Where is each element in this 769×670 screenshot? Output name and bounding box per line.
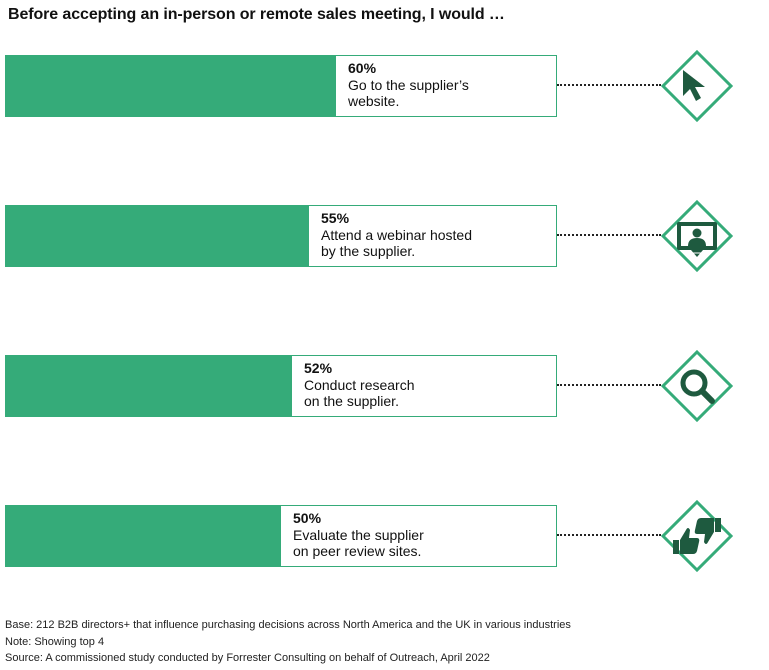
data-label: 60%: [348, 60, 377, 76]
chart-title: Before accepting an in-person or remote …: [8, 6, 505, 23]
footnote-base: Base: 212 B2B directors+ that influence …: [5, 619, 571, 631]
magnifier-icon: [660, 349, 734, 423]
bar: [6, 206, 309, 266]
leader-line: [557, 534, 661, 536]
footnote-note: Note: Showing top 4: [5, 635, 105, 648]
data-label: 52%: [304, 360, 333, 376]
bar-annotation: 50% Evaluate the supplier on peer review …: [293, 510, 424, 560]
category-label: Attend a webinar hosted by the supplier.: [321, 226, 472, 260]
bar-frame: 52% Conduct research on the supplier.: [5, 355, 557, 417]
footnotes: Base: 212 B2B directors+ that influence …: [5, 617, 571, 667]
leader-line: [557, 384, 661, 386]
data-label: 55%: [321, 210, 350, 226]
bar-row: 50% Evaluate the supplier on peer review …: [5, 499, 734, 573]
bar-frame: 55% Attend a webinar hosted by the suppli…: [5, 205, 557, 267]
bar-annotation: 52% Conduct research on the supplier.: [304, 360, 415, 410]
bar: [6, 506, 281, 566]
bar-row: 55% Attend a webinar hosted by the suppli…: [5, 199, 734, 273]
webinar-monitor-icon: [660, 199, 734, 273]
data-label: 50%: [293, 510, 322, 526]
bar-row: 52% Conduct research on the supplier.: [5, 349, 734, 423]
bar-row: 60% Go to the supplier’s website.: [5, 49, 734, 123]
cursor-arrow-icon: [660, 49, 734, 123]
thumbs-up-down-icon: [660, 499, 734, 573]
bar-frame: 60% Go to the supplier’s website.: [5, 55, 557, 117]
category-label: Go to the supplier’s website.: [348, 76, 469, 110]
leader-line: [557, 234, 661, 236]
category-label: Conduct research on the supplier.: [304, 376, 415, 410]
footnote-source: Source: A commissioned study conducted b…: [5, 652, 490, 664]
bar: [6, 356, 292, 416]
category-label: Evaluate the supplier on peer review sit…: [293, 526, 424, 560]
bar-frame: 50% Evaluate the supplier on peer review …: [5, 505, 557, 567]
bar: [6, 56, 336, 116]
bar-annotation: 55% Attend a webinar hosted by the suppli…: [321, 210, 472, 260]
leader-line: [557, 84, 661, 86]
bar-annotation: 60% Go to the supplier’s website.: [348, 60, 469, 110]
